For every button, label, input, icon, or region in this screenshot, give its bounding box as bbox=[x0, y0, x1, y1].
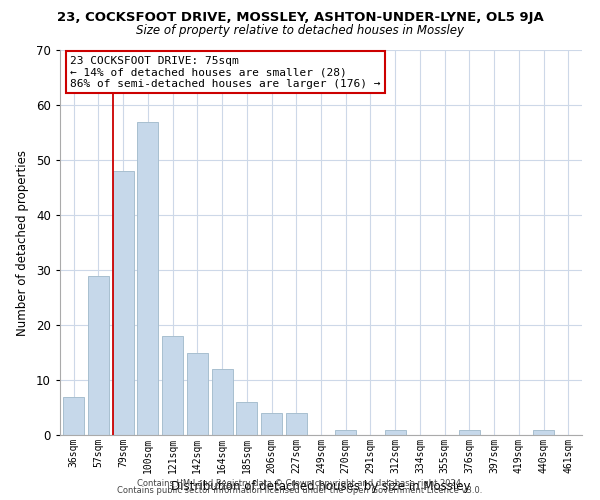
Text: 23, COCKSFOOT DRIVE, MOSSLEY, ASHTON-UNDER-LYNE, OL5 9JA: 23, COCKSFOOT DRIVE, MOSSLEY, ASHTON-UND… bbox=[56, 11, 544, 24]
Y-axis label: Number of detached properties: Number of detached properties bbox=[16, 150, 29, 336]
Text: Contains public sector information licensed under the Open Government Licence v3: Contains public sector information licen… bbox=[118, 486, 482, 495]
Bar bbox=[533, 430, 554, 435]
Bar bbox=[88, 276, 109, 435]
Bar bbox=[385, 430, 406, 435]
Bar bbox=[63, 396, 84, 435]
Text: Contains HM Land Registry data © Crown copyright and database right 2024.: Contains HM Land Registry data © Crown c… bbox=[137, 478, 463, 488]
Bar bbox=[212, 369, 233, 435]
Bar bbox=[236, 402, 257, 435]
Bar bbox=[459, 430, 480, 435]
Bar bbox=[286, 413, 307, 435]
Text: 23 COCKSFOOT DRIVE: 75sqm
← 14% of detached houses are smaller (28)
86% of semi-: 23 COCKSFOOT DRIVE: 75sqm ← 14% of detac… bbox=[70, 56, 381, 89]
Bar bbox=[162, 336, 183, 435]
X-axis label: Distribution of detached houses by size in Mossley: Distribution of detached houses by size … bbox=[171, 480, 471, 493]
Bar bbox=[187, 352, 208, 435]
Bar bbox=[335, 430, 356, 435]
Bar bbox=[261, 413, 282, 435]
Bar bbox=[113, 171, 134, 435]
Text: Size of property relative to detached houses in Mossley: Size of property relative to detached ho… bbox=[136, 24, 464, 37]
Bar bbox=[137, 122, 158, 435]
